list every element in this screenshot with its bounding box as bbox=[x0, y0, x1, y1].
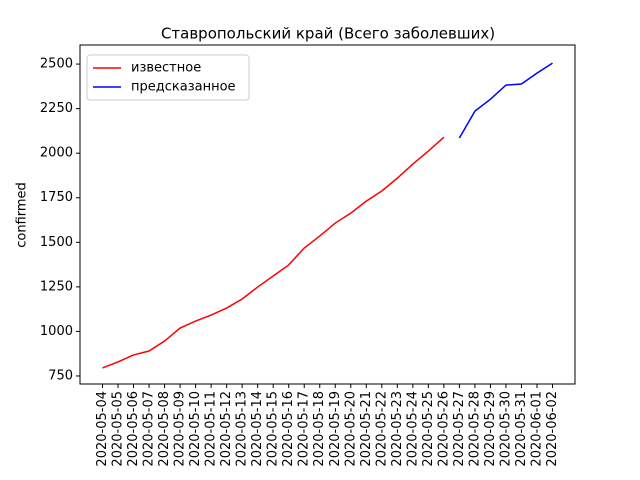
x-tick-label: 2020-05-28 bbox=[467, 391, 482, 467]
x-tick-label: 2020-05-17 bbox=[297, 391, 312, 467]
x-tick-label: 2020-05-19 bbox=[328, 391, 343, 467]
x-tick-label: 2020-05-30 bbox=[498, 391, 513, 467]
x-tick-label: 2020-05-25 bbox=[421, 391, 436, 467]
x-tick-label: 2020-05-15 bbox=[266, 391, 281, 467]
plot-frame bbox=[79, 44, 576, 385]
x-tick-label: 2020-05-05 bbox=[111, 391, 126, 467]
y-tick-label: 750 bbox=[48, 368, 73, 383]
x-tick-label: 2020-05-18 bbox=[312, 391, 327, 467]
x-tick-label: 2020-05-23 bbox=[390, 391, 405, 467]
y-tick-label: 1750 bbox=[40, 190, 73, 205]
x-tick-label: 2020-05-07 bbox=[142, 391, 157, 467]
legend-label: предсказанное bbox=[131, 80, 236, 95]
x-tick-label: 2020-05-12 bbox=[219, 391, 234, 467]
x-tick-label: 2020-05-09 bbox=[173, 391, 188, 467]
y-axis-label: confirmed bbox=[15, 182, 30, 248]
chart-title: Ставропольский край (Всего заболевших) bbox=[161, 25, 495, 43]
legend-box bbox=[86, 54, 250, 101]
x-tick-label: 2020-05-04 bbox=[95, 391, 110, 467]
x-tick-label: 2020-05-31 bbox=[514, 391, 529, 467]
y-tick-label: 1500 bbox=[40, 235, 73, 250]
x-tick-label: 2020-05-10 bbox=[188, 391, 203, 467]
x-tick-label: 2020-05-26 bbox=[436, 391, 451, 467]
x-tick-label: 2020-05-22 bbox=[374, 391, 389, 467]
x-tick-label: 2020-05-27 bbox=[452, 391, 467, 467]
x-tick-label: 2020-05-14 bbox=[250, 391, 265, 467]
y-tick-label: 2250 bbox=[40, 101, 73, 116]
x-tick-label: 2020-05-29 bbox=[483, 391, 498, 467]
y-tick-label: 2000 bbox=[40, 146, 73, 161]
line-series bbox=[102, 136, 445, 369]
x-tick-label: 2020-05-08 bbox=[157, 391, 172, 467]
x-tick-label: 2020-05-20 bbox=[343, 391, 358, 467]
x-tick-label: 2020-05-06 bbox=[126, 391, 141, 467]
x-tick-label: 2020-06-02 bbox=[545, 391, 560, 467]
x-tick-label: 2020-05-24 bbox=[405, 391, 420, 467]
line-series bbox=[458, 62, 553, 139]
y-tick-label: 1250 bbox=[40, 279, 73, 294]
x-tick-label: 2020-05-16 bbox=[281, 391, 296, 467]
y-tick-label: 2500 bbox=[40, 57, 73, 72]
x-tick-label: 2020-05-11 bbox=[204, 391, 219, 467]
legend-label: известное bbox=[131, 61, 201, 76]
x-tick-label: 2020-06-01 bbox=[529, 391, 544, 467]
x-tick-label: 2020-05-21 bbox=[359, 391, 374, 467]
x-tick-label: 2020-05-13 bbox=[235, 391, 250, 467]
y-tick-label: 1000 bbox=[40, 324, 73, 339]
